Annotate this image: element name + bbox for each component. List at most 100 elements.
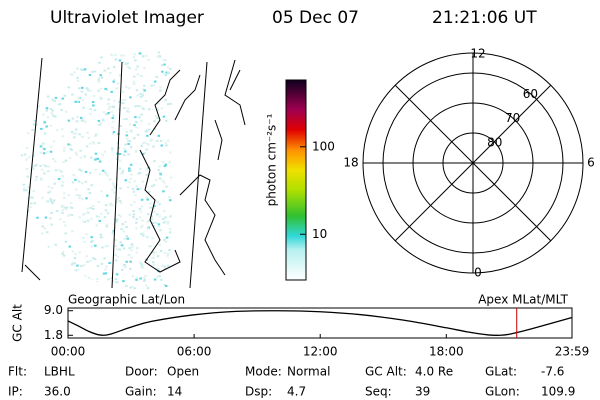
uv-pixel xyxy=(114,278,118,281)
uv-pixel xyxy=(47,165,50,168)
uv-pixel xyxy=(45,125,48,128)
uv-pixel xyxy=(162,190,165,193)
uv-pixel xyxy=(133,201,136,204)
uv-pixel xyxy=(143,89,147,92)
uv-pixel xyxy=(92,142,96,145)
uv-pixel xyxy=(77,96,80,99)
uv-pixel xyxy=(43,62,46,65)
uv-pixel xyxy=(41,259,44,262)
uv-pixel xyxy=(163,165,167,168)
uv-pixel xyxy=(122,60,125,63)
uv-pixel xyxy=(31,196,34,199)
x-tick-label: 06:00 xyxy=(177,345,212,359)
uv-pixel xyxy=(150,215,153,218)
uv-pixel xyxy=(122,264,126,267)
uv-pixel xyxy=(145,168,149,171)
uv-pixel xyxy=(75,100,79,103)
uv-pixel xyxy=(121,99,124,102)
uv-pixel xyxy=(67,119,71,122)
uv-pixel xyxy=(164,216,167,219)
uv-pixel xyxy=(22,234,25,237)
uv-pixel xyxy=(105,224,109,227)
uv-pixel xyxy=(78,87,81,90)
title: Ultraviolet Imager xyxy=(50,8,204,28)
uv-pixel xyxy=(166,139,170,142)
uv-pixel xyxy=(96,264,100,267)
uv-pixel xyxy=(58,103,62,106)
uv-pixel xyxy=(139,168,142,171)
uv-pixel xyxy=(128,213,132,216)
uv-pixel xyxy=(141,55,145,58)
uv-pixel xyxy=(62,277,65,280)
uv-pixel xyxy=(132,82,136,85)
uv-pixel xyxy=(69,143,73,146)
uv-pixel xyxy=(104,87,107,90)
uv-pixel xyxy=(93,50,96,53)
uv-pixel xyxy=(45,67,48,70)
uv-pixel xyxy=(48,254,52,257)
uv-pixel xyxy=(46,151,49,154)
uv-pixel xyxy=(119,124,122,127)
uv-pixel xyxy=(149,202,152,205)
field-value: 36.0 xyxy=(44,385,71,399)
uv-pixel xyxy=(104,209,108,212)
uv-pixel xyxy=(139,232,143,235)
uv-pixel xyxy=(25,69,29,72)
x-tick-label: 00:00 xyxy=(51,345,86,359)
uv-pixel xyxy=(132,190,136,193)
uv-pixel xyxy=(160,144,163,147)
uv-pixel xyxy=(115,198,119,201)
uv-pixel xyxy=(83,212,86,215)
uv-pixel xyxy=(99,74,102,77)
uv-pixel xyxy=(144,274,147,277)
uv-pixel xyxy=(165,119,168,122)
uv-pixel xyxy=(94,158,97,161)
uv-pixel xyxy=(139,210,143,213)
uv-pixel xyxy=(118,167,122,170)
uv-pixel xyxy=(159,89,162,92)
uv-pixel xyxy=(46,245,50,248)
field-value: Open xyxy=(167,365,199,379)
uv-pixel xyxy=(157,223,161,226)
uv-pixel xyxy=(111,116,115,119)
uv-pixel xyxy=(50,257,53,260)
uv-pixel xyxy=(122,154,126,157)
uv-pixel xyxy=(47,59,50,62)
uv-pixel xyxy=(27,53,31,56)
uv-pixel xyxy=(40,78,43,81)
uv-pixel xyxy=(126,237,130,240)
uv-pixel xyxy=(101,118,105,121)
uv-pixel xyxy=(122,117,126,120)
uv-pixel xyxy=(112,66,116,69)
uv-pixel xyxy=(78,194,81,197)
uv-pixel xyxy=(145,148,148,151)
uv-pixel xyxy=(95,215,99,218)
uv-pixel xyxy=(65,206,69,209)
uv-pixel xyxy=(138,116,141,119)
uv-pixel xyxy=(158,55,162,58)
uv-pixel xyxy=(75,120,79,123)
uv-pixel xyxy=(35,123,38,126)
uv-pixel xyxy=(153,127,157,130)
uv-pixel xyxy=(30,76,33,79)
uv-pixel xyxy=(99,97,103,100)
uv-pixel xyxy=(53,182,57,185)
uv-pixel xyxy=(52,140,56,143)
uv-pixel xyxy=(26,81,29,84)
uv-pixel xyxy=(125,118,128,121)
uv-pixel xyxy=(42,281,45,284)
uv-pixel xyxy=(166,264,170,267)
uv-pixel xyxy=(61,269,65,272)
uv-pixel xyxy=(128,167,131,170)
uv-pixel xyxy=(152,251,155,254)
uv-pixel xyxy=(41,196,44,199)
uv-pixel xyxy=(138,216,142,219)
uv-pixel xyxy=(124,220,127,223)
uv-pixel xyxy=(166,222,170,225)
uv-pixel xyxy=(82,236,85,239)
uv-pixel xyxy=(160,107,163,110)
uv-pixel xyxy=(158,275,161,278)
uv-pixel xyxy=(153,205,156,208)
uv-pixel xyxy=(73,262,76,265)
uv-pixel xyxy=(124,150,127,153)
